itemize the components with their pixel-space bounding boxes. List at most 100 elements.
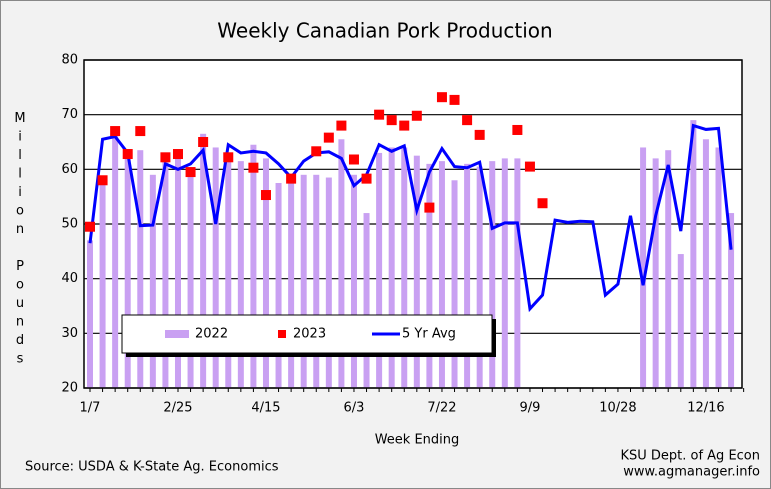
bar bbox=[438, 161, 445, 388]
bar bbox=[149, 174, 156, 388]
bar bbox=[514, 158, 521, 388]
legend-label: 5 Yr Avg bbox=[402, 327, 456, 342]
legend-label: 2022 bbox=[195, 327, 228, 342]
bar bbox=[451, 180, 458, 388]
bar bbox=[715, 147, 722, 388]
marker bbox=[336, 120, 347, 131]
marker bbox=[311, 146, 322, 157]
marker bbox=[462, 115, 473, 126]
legend-label: 2023 bbox=[293, 327, 326, 342]
bar bbox=[489, 161, 496, 388]
bar bbox=[677, 254, 684, 388]
marker bbox=[361, 173, 372, 184]
y-tick-label: 60 bbox=[61, 162, 78, 177]
x-tick-label: 4/15 bbox=[251, 401, 280, 416]
marker bbox=[436, 92, 447, 103]
marker bbox=[198, 137, 209, 147]
marker bbox=[399, 120, 410, 131]
bar bbox=[124, 152, 131, 388]
y-tick-label: 50 bbox=[61, 217, 78, 232]
bar bbox=[250, 144, 257, 388]
y-tick-label: 70 bbox=[61, 107, 78, 122]
bar bbox=[501, 158, 508, 388]
bar bbox=[300, 174, 307, 388]
bar bbox=[212, 147, 219, 388]
bar bbox=[99, 180, 106, 388]
bar bbox=[87, 240, 93, 388]
bar bbox=[690, 120, 697, 388]
x-tick-label: 6/3 bbox=[344, 401, 365, 416]
bar bbox=[112, 131, 119, 389]
source: Source: USDA & K-State Ag. Economics bbox=[25, 460, 279, 475]
bar bbox=[325, 177, 332, 388]
x-axis-label: Week Ending bbox=[375, 433, 460, 448]
bar bbox=[640, 147, 647, 388]
bar bbox=[464, 163, 471, 388]
y-tick-label: 30 bbox=[61, 326, 78, 341]
marker bbox=[122, 149, 133, 160]
bar bbox=[288, 177, 295, 388]
marker bbox=[160, 152, 171, 163]
marker bbox=[424, 202, 435, 213]
y-tick-label: 40 bbox=[61, 271, 78, 286]
bar bbox=[338, 139, 345, 388]
x-tick-label: 10/28 bbox=[599, 401, 636, 416]
bar bbox=[665, 150, 672, 388]
marker bbox=[97, 175, 108, 186]
marker bbox=[323, 132, 334, 143]
marker bbox=[172, 149, 183, 160]
bar bbox=[237, 161, 244, 388]
x-tick-label: 7/22 bbox=[427, 401, 456, 416]
bar bbox=[476, 166, 483, 388]
line bbox=[88, 123, 733, 313]
chart-title: Weekly Canadian Pork Production bbox=[217, 19, 552, 43]
bar bbox=[652, 158, 659, 388]
marker bbox=[537, 198, 548, 209]
marker bbox=[411, 110, 422, 121]
marker bbox=[524, 161, 535, 172]
marker bbox=[248, 162, 259, 173]
y-tick-label: 20 bbox=[61, 381, 78, 396]
bar bbox=[174, 158, 181, 388]
bar bbox=[313, 174, 320, 388]
bar bbox=[162, 152, 169, 388]
bar bbox=[376, 152, 383, 388]
legend-swatch bbox=[278, 330, 286, 338]
bar bbox=[350, 174, 357, 388]
bar bbox=[401, 147, 408, 388]
marker bbox=[185, 167, 196, 178]
bar bbox=[728, 213, 735, 388]
bar bbox=[275, 183, 282, 388]
bar bbox=[262, 158, 269, 388]
legend-swatch bbox=[165, 330, 189, 338]
bar bbox=[413, 155, 420, 388]
marker bbox=[374, 109, 385, 120]
marker bbox=[286, 173, 297, 184]
y-tick-label: 80 bbox=[61, 53, 78, 68]
marker bbox=[85, 221, 95, 232]
marker bbox=[260, 190, 271, 201]
plot-border bbox=[83, 59, 743, 389]
marker bbox=[348, 154, 359, 165]
credit: KSU Dept. of Ag Econ bbox=[620, 449, 760, 464]
x-tick-label: 1/7 bbox=[80, 401, 101, 416]
bar bbox=[187, 169, 194, 388]
x-tick-label: 9/9 bbox=[519, 401, 540, 416]
credit: www.agmanager.info bbox=[623, 465, 760, 480]
bar bbox=[225, 158, 232, 388]
bar bbox=[137, 150, 144, 388]
marker bbox=[223, 152, 234, 163]
bar bbox=[388, 147, 395, 388]
bar bbox=[426, 163, 433, 388]
marker bbox=[474, 129, 485, 140]
bar bbox=[702, 139, 709, 388]
x-tick-label: 2/25 bbox=[163, 401, 192, 416]
marker bbox=[386, 115, 397, 126]
marker bbox=[512, 124, 523, 135]
bar bbox=[200, 133, 207, 388]
marker bbox=[110, 126, 121, 137]
marker bbox=[135, 126, 146, 137]
bar bbox=[363, 213, 370, 388]
